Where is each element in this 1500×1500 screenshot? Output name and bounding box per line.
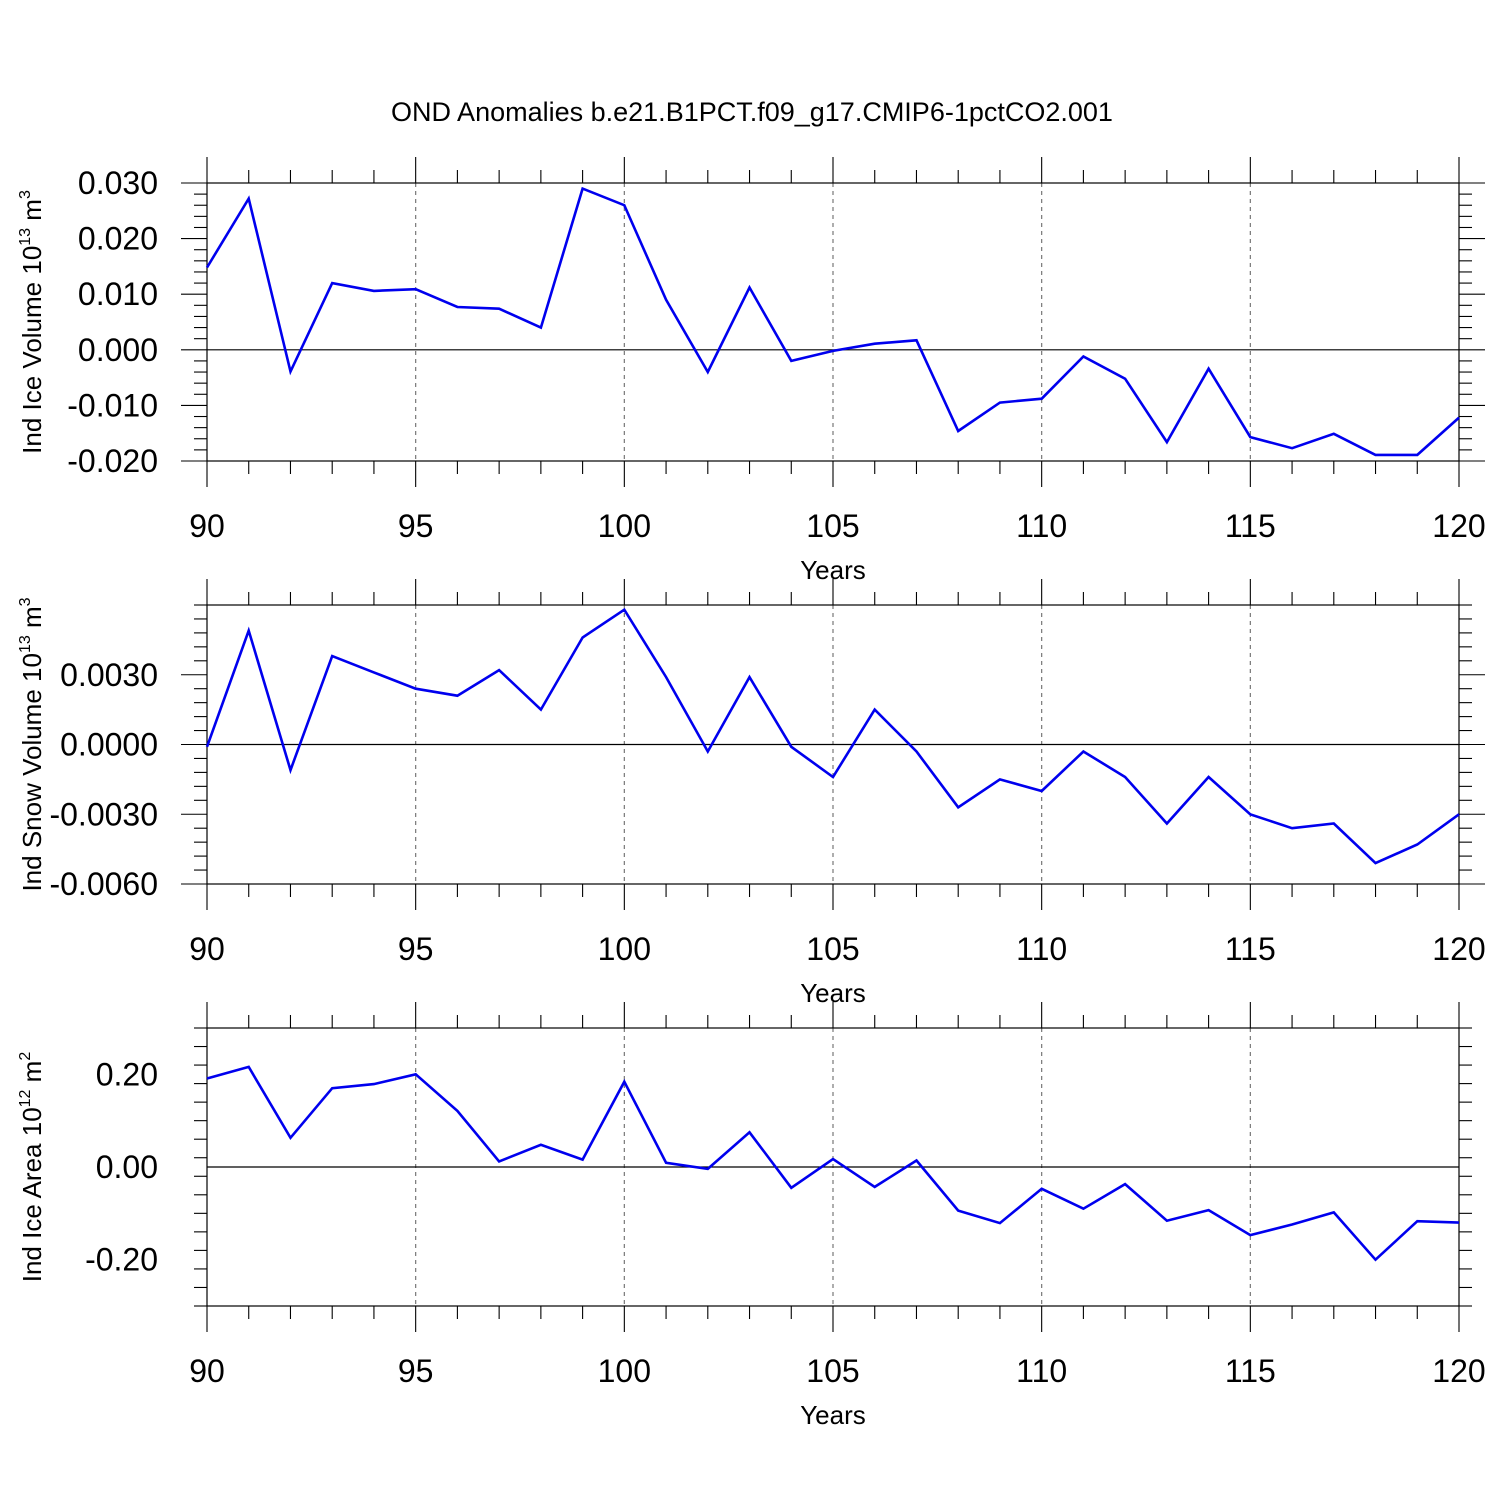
x-tick-label: 90 xyxy=(189,931,225,967)
x-axis-title: Years xyxy=(800,1400,866,1430)
y-tick-label: 0.000 xyxy=(78,332,158,368)
y-axis-title-unit: m xyxy=(17,1061,47,1090)
x-tick-label: 100 xyxy=(598,931,651,967)
x-tick-label: 95 xyxy=(398,508,434,544)
y-tick-label: 0.010 xyxy=(78,276,158,312)
x-tick-label: 95 xyxy=(398,931,434,967)
x-tick-label: 95 xyxy=(398,1353,434,1389)
y-axis-title: Ind Snow Volume 1013 m3 xyxy=(17,597,47,891)
y-tick-label: -0.010 xyxy=(67,387,158,423)
y-tick-label: 0.0000 xyxy=(60,727,158,763)
x-tick-label: 105 xyxy=(806,1353,859,1389)
y-axis-title-unit: m xyxy=(17,199,47,228)
y-axis-title: Ind Ice Area 1012 m2 xyxy=(17,1052,47,1283)
y-tick-label: 0.020 xyxy=(78,221,158,257)
x-tick-label: 115 xyxy=(1225,508,1276,544)
x-tick-label: 100 xyxy=(598,508,651,544)
x-tick-label: 100 xyxy=(598,1353,651,1389)
x-tick-label: 105 xyxy=(806,931,859,967)
series-line xyxy=(205,607,1460,865)
x-tick-label: 120 xyxy=(1432,931,1485,967)
panel-2: 90 95 100 105 110 115 120Years-0.0060-0.00300.… xyxy=(17,579,1486,1008)
y-tick-label: -0.020 xyxy=(67,443,158,479)
y-axis-title-exponent: 13 xyxy=(17,228,34,246)
y-tick-label: 0.00 xyxy=(96,1149,158,1185)
y-axis-title-unit-exponent: 2 xyxy=(17,1052,34,1061)
y-axis-title-exponent: 12 xyxy=(17,1089,34,1107)
x-tick-label: 90 xyxy=(189,1353,225,1389)
y-axis-title-main: Ind Ice Volume 10 xyxy=(17,246,47,454)
y-tick-label: -0.0060 xyxy=(49,866,158,902)
x-tick-label: 120 xyxy=(1432,1353,1485,1389)
x-tick-label: 90 xyxy=(189,508,225,544)
y-tick-label: 0.030 xyxy=(78,165,158,201)
x-tick-label: 110 xyxy=(1016,508,1067,544)
x-tick-label: 110 xyxy=(1016,1353,1067,1389)
x-tick-label: 110 xyxy=(1016,931,1067,967)
series-line xyxy=(205,186,1460,457)
y-axis-title: Ind Ice Volume 1013 m3 xyxy=(17,190,47,454)
y-axis-title-main: Ind Ice Area 10 xyxy=(17,1107,47,1282)
y-tick-label: 0.0030 xyxy=(60,657,158,693)
panel-1: 90 95 100 105 110 115 120Years-0.020-0.0100.00… xyxy=(17,157,1486,585)
panel-3: 90 95 100 105 110 115 120 Years -0.20 0.00 0.20 Ind… xyxy=(17,1002,1486,1430)
y-tick-label: -0.20 xyxy=(85,1242,158,1278)
y-axis-title-exponent: 13 xyxy=(17,635,34,653)
x-tick-label: 105 xyxy=(806,508,859,544)
y-axis-title-unit: m xyxy=(17,606,47,635)
series-line xyxy=(206,1065,1460,1262)
y-axis-title-main: Ind Snow Volume 10 xyxy=(17,653,47,892)
x-tick-label: 120 xyxy=(1432,508,1485,544)
y-axis-title-unit-exponent: 3 xyxy=(17,190,34,199)
y-axis-title-unit-exponent: 3 xyxy=(17,597,34,606)
x-tick-label: 115 xyxy=(1225,931,1276,967)
figure-title: OND Anomalies b.e21.B1PCT.f09_g17.CMIP6-… xyxy=(391,97,1113,127)
y-tick-label: -0.0030 xyxy=(49,796,158,832)
x-tick-label: 115 xyxy=(1225,1353,1276,1389)
y-tick-label: 0.20 xyxy=(96,1056,158,1092)
